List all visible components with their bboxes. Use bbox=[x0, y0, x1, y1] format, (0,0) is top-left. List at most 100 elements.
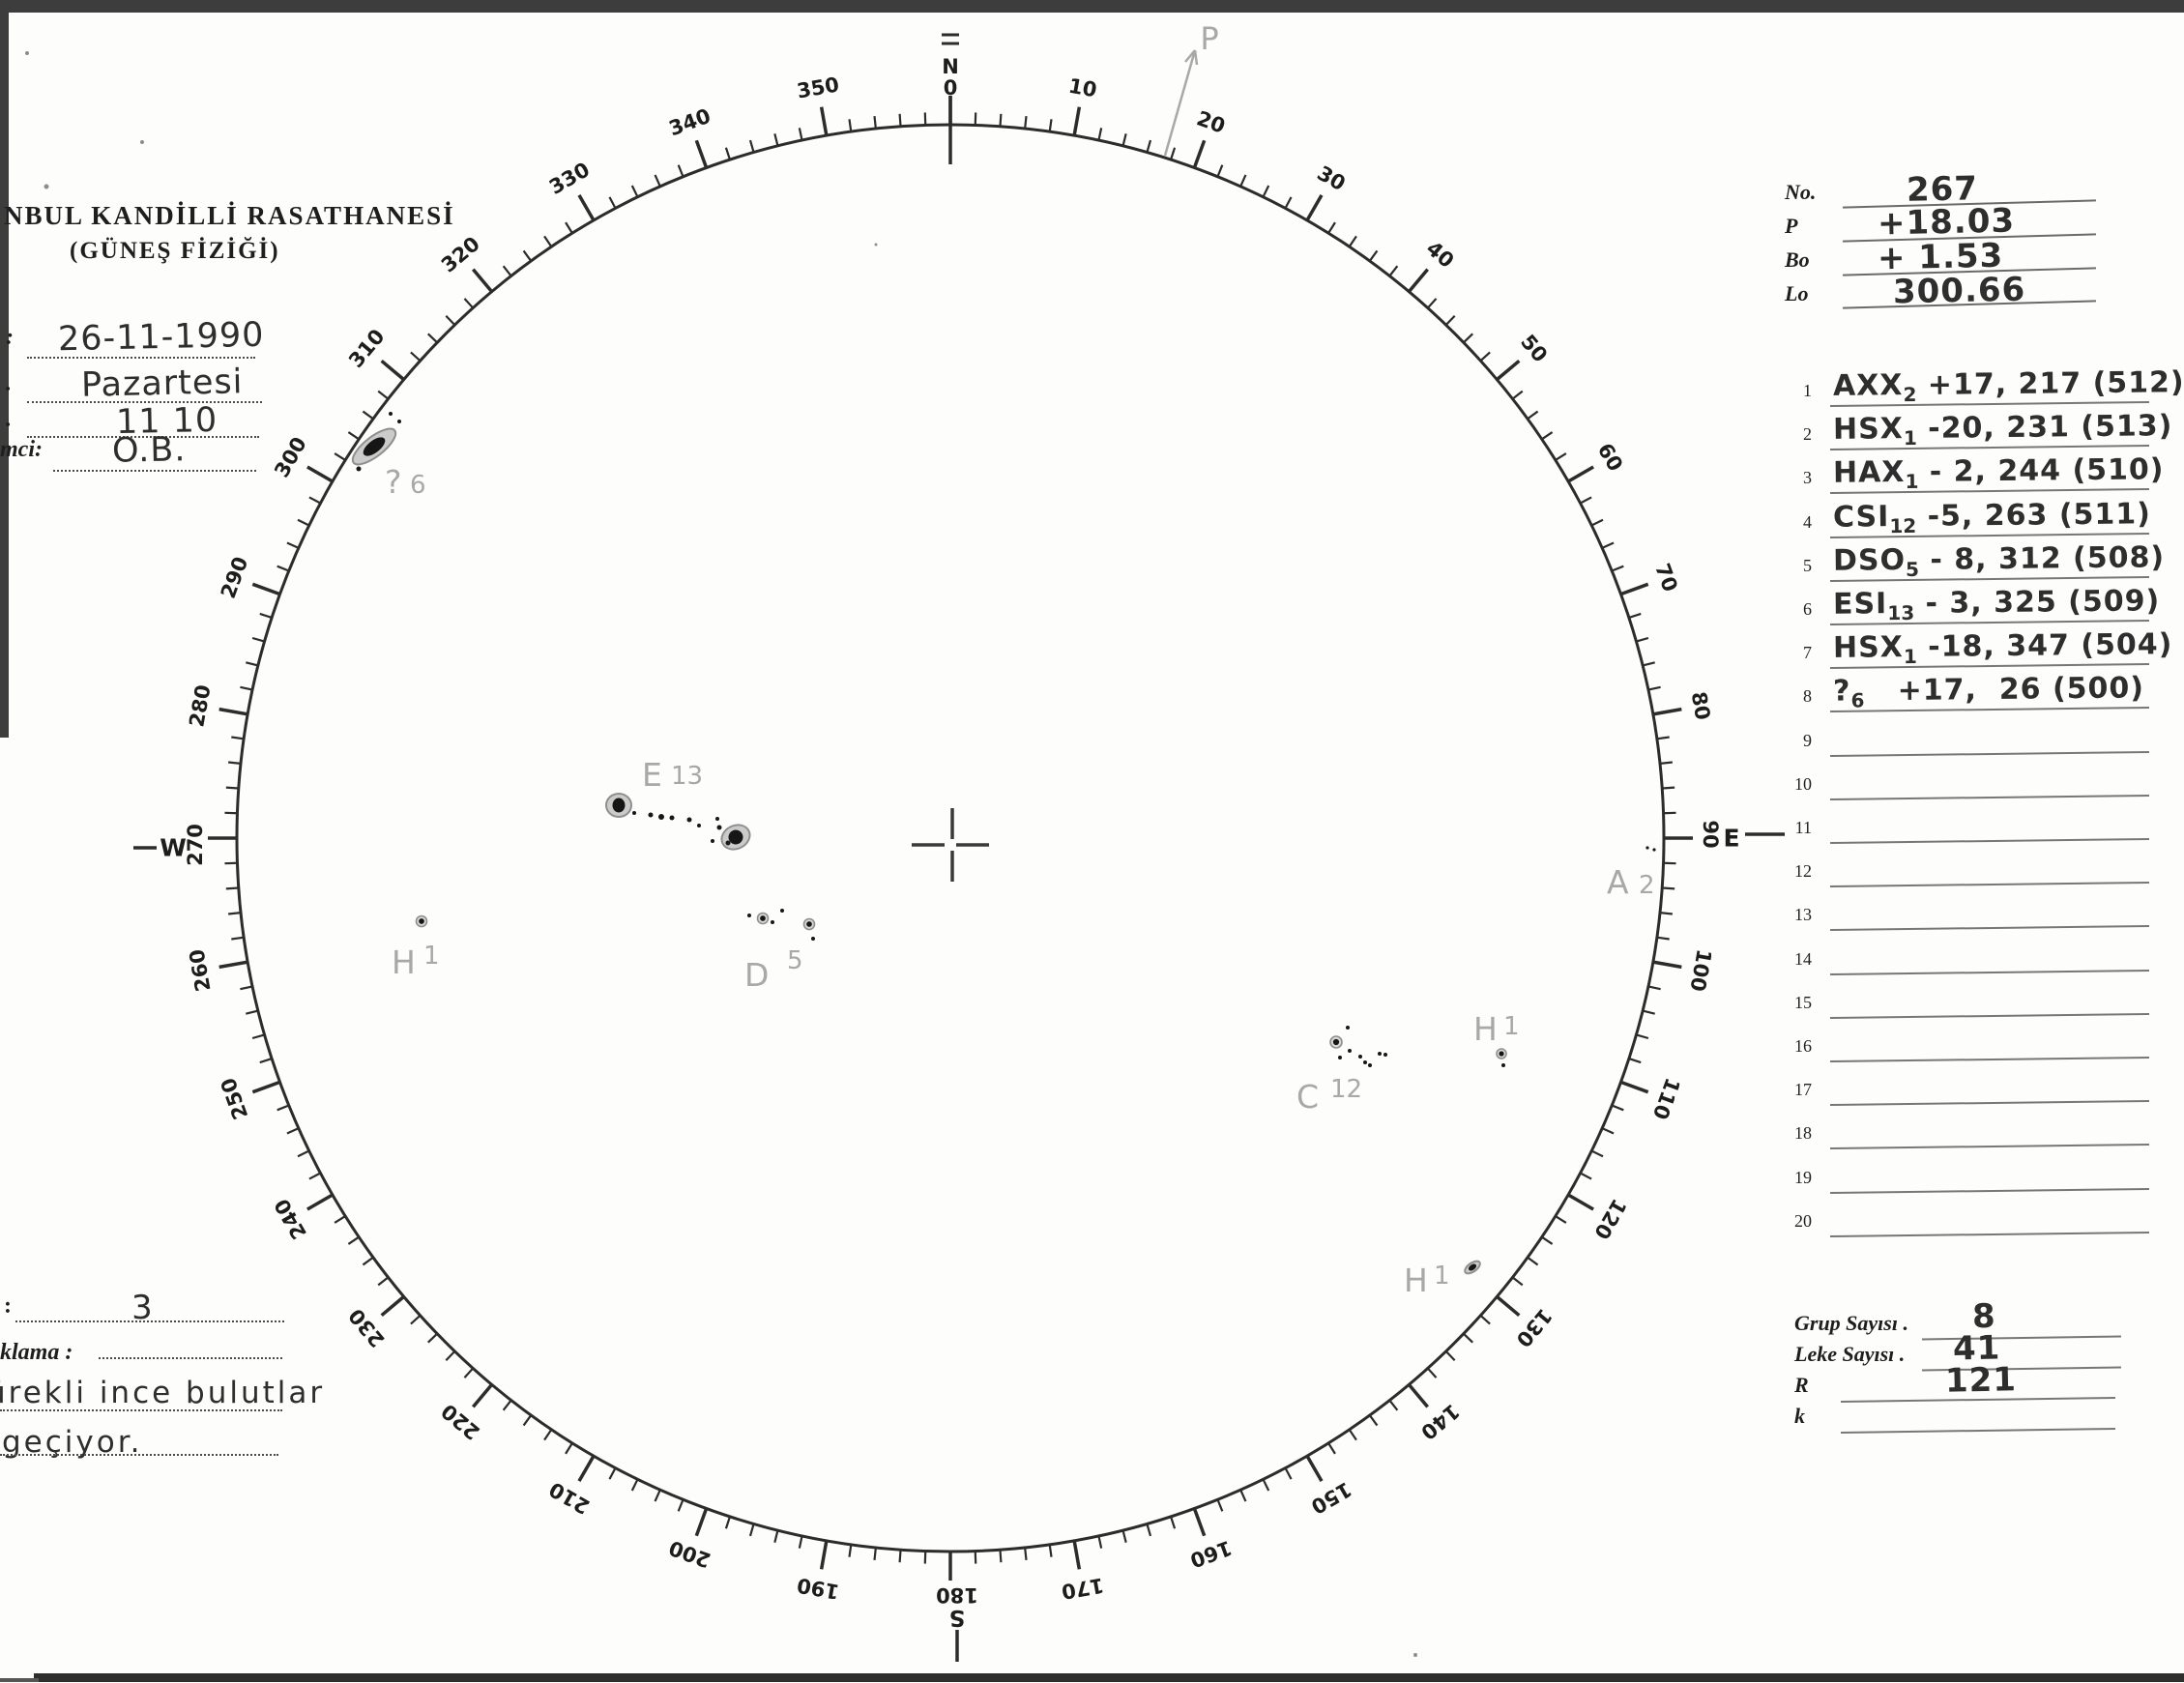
south-letter: S bbox=[949, 1605, 966, 1630]
minor-degree-tick bbox=[748, 139, 755, 153]
minor-degree-tick bbox=[1327, 1442, 1336, 1455]
remark-underline2 bbox=[0, 1454, 278, 1456]
minor-degree-tick bbox=[286, 1127, 300, 1135]
degree-label: 170 bbox=[1060, 1573, 1105, 1603]
sunspot-dot bbox=[1346, 1026, 1350, 1030]
minor-degree-tick bbox=[1479, 351, 1491, 362]
scan-left-edge bbox=[0, 13, 9, 738]
degree-label: 210 bbox=[545, 1477, 594, 1519]
east-letter: E bbox=[1723, 825, 1739, 853]
scan-speck bbox=[140, 140, 144, 144]
minor-degree-tick bbox=[565, 1442, 573, 1455]
minor-degree-tick bbox=[1628, 612, 1642, 619]
major-degree-tick bbox=[1192, 1507, 1207, 1537]
sunspot-dot bbox=[747, 914, 751, 917]
minor-degree-tick bbox=[1642, 1009, 1655, 1015]
minor-degree-tick bbox=[1262, 185, 1270, 198]
west-letter: W bbox=[160, 834, 187, 862]
minor-degree-tick bbox=[1427, 1367, 1438, 1378]
minor-degree-tick bbox=[654, 1489, 661, 1502]
sunspot-dot bbox=[697, 824, 701, 827]
minor-degree-tick bbox=[1656, 736, 1670, 740]
minor-degree-tick bbox=[1388, 1399, 1399, 1411]
remark-label: klama : bbox=[0, 1340, 73, 1365]
degree-label: 160 bbox=[1187, 1536, 1235, 1573]
minor-degree-tick bbox=[1048, 119, 1053, 132]
minor-degree-tick bbox=[798, 1535, 803, 1549]
sunspot-umbra bbox=[1468, 1263, 1477, 1271]
minor-degree-tick bbox=[1368, 1414, 1379, 1427]
minor-degree-tick bbox=[1659, 761, 1674, 765]
minor-degree-tick bbox=[1170, 147, 1177, 160]
degree-label: 130 bbox=[1511, 1304, 1557, 1351]
sunspot-umbra bbox=[806, 921, 812, 927]
minor-degree-tick bbox=[1541, 1235, 1554, 1245]
minor-degree-tick bbox=[240, 685, 253, 691]
minor-degree-tick bbox=[654, 174, 661, 188]
minor-degree-tick bbox=[1656, 936, 1670, 941]
degree-label: 20 bbox=[1194, 106, 1229, 138]
minor-degree-tick bbox=[565, 221, 573, 234]
degree-label: 310 bbox=[344, 325, 390, 372]
minor-degree-tick bbox=[1284, 196, 1293, 209]
major-degree-tick bbox=[1496, 359, 1521, 381]
minor-degree-tick bbox=[522, 249, 533, 262]
degree-label: 300 bbox=[270, 433, 311, 481]
major-degree-tick bbox=[694, 1507, 709, 1537]
minor-degree-tick bbox=[286, 541, 300, 549]
remark-underline1 bbox=[0, 1409, 282, 1411]
minor-degree-tick bbox=[1555, 1215, 1567, 1224]
minor-degree-tick bbox=[246, 1009, 259, 1015]
minor-degree-tick bbox=[1444, 315, 1456, 326]
major-degree-tick bbox=[251, 582, 281, 596]
minor-degree-tick bbox=[1555, 452, 1567, 461]
minor-degree-tick bbox=[1348, 1429, 1357, 1441]
minor-degree-tick bbox=[427, 333, 438, 344]
sunspot-dot bbox=[1645, 846, 1649, 850]
minor-degree-tick bbox=[543, 1429, 553, 1441]
minor-degree-tick bbox=[1024, 115, 1028, 130]
major-degree-tick bbox=[1305, 194, 1324, 221]
major-degree-tick bbox=[819, 106, 829, 136]
minor-degree-tick bbox=[463, 298, 474, 309]
degree-label: 230 bbox=[344, 1304, 390, 1351]
minor-degree-tick bbox=[1511, 390, 1524, 400]
sunspot-dot bbox=[1501, 1063, 1505, 1067]
minor-degree-tick bbox=[773, 1529, 779, 1543]
degree-label: 70 bbox=[1650, 561, 1682, 595]
sunspot-umbra bbox=[728, 829, 743, 845]
minor-degree-tick bbox=[1628, 1058, 1642, 1064]
sunspot-dot bbox=[1383, 1053, 1387, 1057]
west-degree-label: 270 bbox=[184, 824, 207, 866]
minor-degree-tick bbox=[724, 1516, 731, 1529]
major-degree-tick bbox=[819, 1540, 829, 1570]
minor-degree-tick bbox=[1636, 636, 1649, 643]
minor-degree-tick bbox=[1463, 333, 1473, 344]
minor-degree-tick bbox=[848, 1544, 853, 1557]
minor-degree-tick bbox=[1662, 886, 1675, 890]
degree-label: 60 bbox=[1593, 439, 1627, 475]
minor-degree-tick bbox=[1511, 1276, 1524, 1287]
minor-degree-tick bbox=[251, 1033, 265, 1040]
major-degree-tick bbox=[251, 1080, 281, 1094]
remark-line bbox=[99, 1357, 282, 1359]
major-degree-tick bbox=[1567, 1193, 1594, 1211]
group-label-E13: E 13 bbox=[642, 756, 703, 794]
minor-degree-tick bbox=[1662, 786, 1675, 790]
minor-degree-tick bbox=[1527, 410, 1539, 421]
degree-label: 110 bbox=[1648, 1075, 1685, 1122]
degree-label: 150 bbox=[1307, 1477, 1355, 1519]
observatory-title: NBUL KANDİLLİ RASATHANESİ bbox=[4, 201, 455, 230]
sunspot-dot bbox=[669, 815, 675, 821]
sunspot-dot bbox=[356, 466, 362, 472]
major-degree-tick bbox=[471, 1383, 493, 1408]
degree-label: 320 bbox=[437, 232, 484, 277]
sunspot-umbra bbox=[363, 437, 386, 456]
minor-degree-tick bbox=[334, 1215, 346, 1224]
minor-degree-tick bbox=[240, 985, 253, 991]
degree-label: 330 bbox=[545, 158, 594, 199]
minor-degree-tick bbox=[463, 1367, 474, 1378]
observatory-subtitle: (GÜNEŞ FİZİĞİ) bbox=[70, 238, 280, 264]
